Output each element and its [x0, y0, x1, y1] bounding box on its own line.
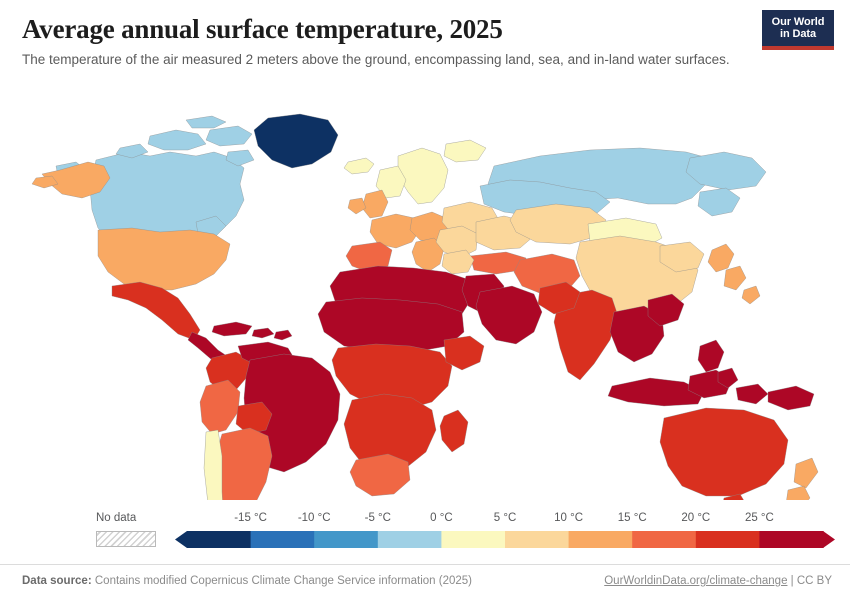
map-region-southern-africa[interactable] [344, 394, 436, 474]
logo-line-1: Our World [771, 15, 825, 28]
legend-bin-6[interactable] [568, 531, 633, 548]
map-region-caribbean[interactable] [252, 328, 274, 338]
legend-color-bar[interactable] [175, 531, 835, 548]
map-region-southern-africa[interactable] [440, 410, 468, 452]
chart-header: Average annual surface temperature, 2025… [0, 0, 850, 70]
chart-footer: Data source: Contains modified Copernicu… [0, 564, 850, 600]
legend-tick-labels: -15 °C -10 °C -5 °C 0 °C 5 °C 10 °C 15 °C 20 °C… [0, 500, 850, 530]
no-data-swatch[interactable] [96, 531, 156, 547]
map-region-india[interactable] [538, 282, 580, 314]
map-region-peru[interactable] [200, 380, 240, 434]
owid-url[interactable]: OurWorldinData.org/climate-change [604, 575, 788, 587]
map-region-canada[interactable] [206, 126, 252, 146]
legend-bin-2[interactable] [314, 531, 379, 548]
map-region-papua-new-guinea[interactable] [768, 386, 814, 410]
legend-bin-0[interactable] [187, 531, 252, 548]
legend-bin-5[interactable] [505, 531, 570, 548]
legend-right-arrow [823, 531, 835, 548]
map-region-kazakhstan[interactable] [510, 204, 606, 244]
legend-bin-7[interactable] [632, 531, 697, 548]
legend-tick-2: -5 °C [364, 512, 391, 524]
map-region-alaska[interactable] [32, 176, 58, 188]
map-region-western-europe[interactable] [370, 214, 420, 248]
map-region-canada[interactable] [116, 144, 148, 158]
map-region-argentina[interactable] [216, 428, 272, 500]
owid-logo[interactable]: Our World in Data [762, 10, 834, 50]
map-region-united-kingdom[interactable] [362, 190, 388, 218]
map-region-sahel[interactable] [318, 298, 464, 352]
map-region-australia[interactable] [660, 408, 788, 496]
legend-tick-1: -10 °C [297, 512, 331, 524]
map-region-central-africa[interactable] [332, 344, 452, 410]
legend-tick-6: 15 °C [617, 512, 647, 524]
map-region-japan[interactable] [724, 266, 746, 290]
map-region-scandinavia[interactable] [398, 148, 448, 204]
map-region-scandinavia[interactable] [444, 140, 486, 162]
chart-subtitle: The temperature of the air measured 2 me… [22, 52, 730, 68]
map-region-india[interactable] [554, 290, 618, 380]
map-region-canada[interactable] [148, 130, 206, 150]
legend-tick-7: 20 °C [681, 512, 711, 524]
map-region-japan[interactable] [742, 286, 760, 304]
map-region-china[interactable] [660, 242, 704, 272]
world-map-svg[interactable] [0, 100, 850, 500]
page-title: Average annual surface temperature, 2025 [22, 14, 503, 44]
legend-tick-8: 25 °C [744, 512, 774, 524]
legend-bin-9[interactable] [759, 531, 824, 548]
world-map[interactable] [0, 100, 850, 500]
footer-link[interactable]: OurWorldinData.org/climate-change | CC B… [604, 575, 832, 587]
map-region-arabian-peninsula[interactable] [476, 286, 542, 344]
logo-line-2: in Data [780, 28, 816, 40]
map-region-russia[interactable] [686, 152, 766, 190]
map-region-indonesia[interactable] [736, 384, 768, 404]
legend-bin-8[interactable] [695, 531, 760, 548]
legend-tick-5: 10 °C [554, 512, 584, 524]
map-region-iceland[interactable] [344, 158, 374, 174]
legend-tick-0: -15 °C [234, 512, 267, 524]
map-region-australia[interactable] [722, 494, 746, 500]
legend-tick-3: 0 °C [430, 512, 453, 524]
map-region-bolivia[interactable] [236, 402, 272, 434]
map-region-eastern-europe[interactable] [442, 250, 474, 274]
map-region-central-africa[interactable] [444, 336, 484, 370]
map-region-scandinavia[interactable] [376, 166, 406, 198]
legend-bin-3[interactable] [377, 531, 442, 548]
map-region-southeast-asia[interactable] [648, 294, 684, 326]
map-region-chile[interactable] [204, 430, 238, 500]
map-region-new-zealand[interactable] [794, 458, 818, 488]
map-region-philippines[interactable] [718, 368, 738, 388]
legend-bin-4[interactable] [441, 531, 506, 548]
map-region-greenland[interactable] [254, 114, 338, 168]
data-source: Data source: Contains modified Copernicu… [22, 575, 472, 587]
map-region-western-europe[interactable] [412, 238, 444, 272]
map-region-canada[interactable] [186, 116, 226, 128]
legend-left-arrow [175, 531, 187, 548]
legend-bin-1[interactable] [250, 531, 315, 548]
map-region-new-zealand[interactable] [786, 486, 810, 500]
map-region-philippines[interactable] [698, 340, 724, 372]
no-data-label: No data [96, 512, 137, 524]
license-text: | CC BY [787, 575, 832, 587]
map-legend: No data -15 °C -10 °C -5 °C 0 °C 5 °C 10 °C 15… [0, 500, 850, 560]
data-source-text: Contains modified Copernicus Climate Cha… [91, 575, 472, 587]
map-region-canada[interactable] [226, 150, 254, 166]
legend-tick-4: 5 °C [493, 512, 517, 524]
map-region-russia[interactable] [698, 188, 740, 216]
map-region-indonesia[interactable] [608, 378, 704, 406]
map-region-south-africa[interactable] [350, 454, 410, 496]
data-source-label: Data source: [22, 575, 92, 587]
map-region-japan[interactable] [708, 244, 734, 272]
map-region-united-kingdom[interactable] [348, 198, 366, 214]
map-region-caribbean[interactable] [274, 330, 292, 340]
map-region-mexico[interactable] [112, 282, 200, 340]
map-region-caribbean[interactable] [212, 322, 252, 336]
map-region-united-states[interactable] [98, 228, 230, 290]
